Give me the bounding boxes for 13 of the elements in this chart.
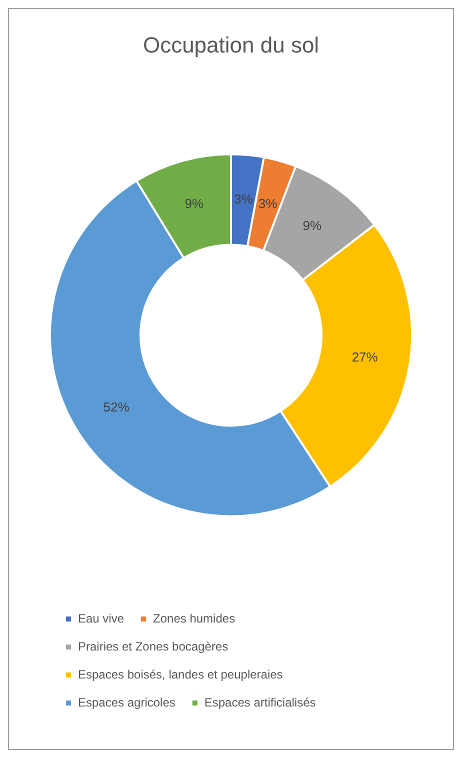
legend-label: Espaces artificialisés bbox=[204, 695, 316, 710]
data-label: 3% bbox=[258, 196, 278, 212]
legend-label: Espaces agricoles bbox=[78, 695, 176, 710]
legend-label: Prairies et Zones bocagères bbox=[78, 639, 228, 654]
data-label: 52% bbox=[103, 399, 130, 414]
legend-label: Espaces boisés, landes et peupleraies bbox=[78, 667, 283, 682]
data-label: 9% bbox=[302, 218, 322, 233]
data-label: 27% bbox=[352, 349, 378, 364]
legend-label: Eau vive bbox=[78, 611, 124, 626]
legend-label: Zones humides bbox=[153, 611, 236, 626]
data-label: 3% bbox=[234, 192, 254, 207]
chart-title: Occupation du sol bbox=[142, 32, 320, 58]
data-label: 9% bbox=[184, 196, 204, 212]
